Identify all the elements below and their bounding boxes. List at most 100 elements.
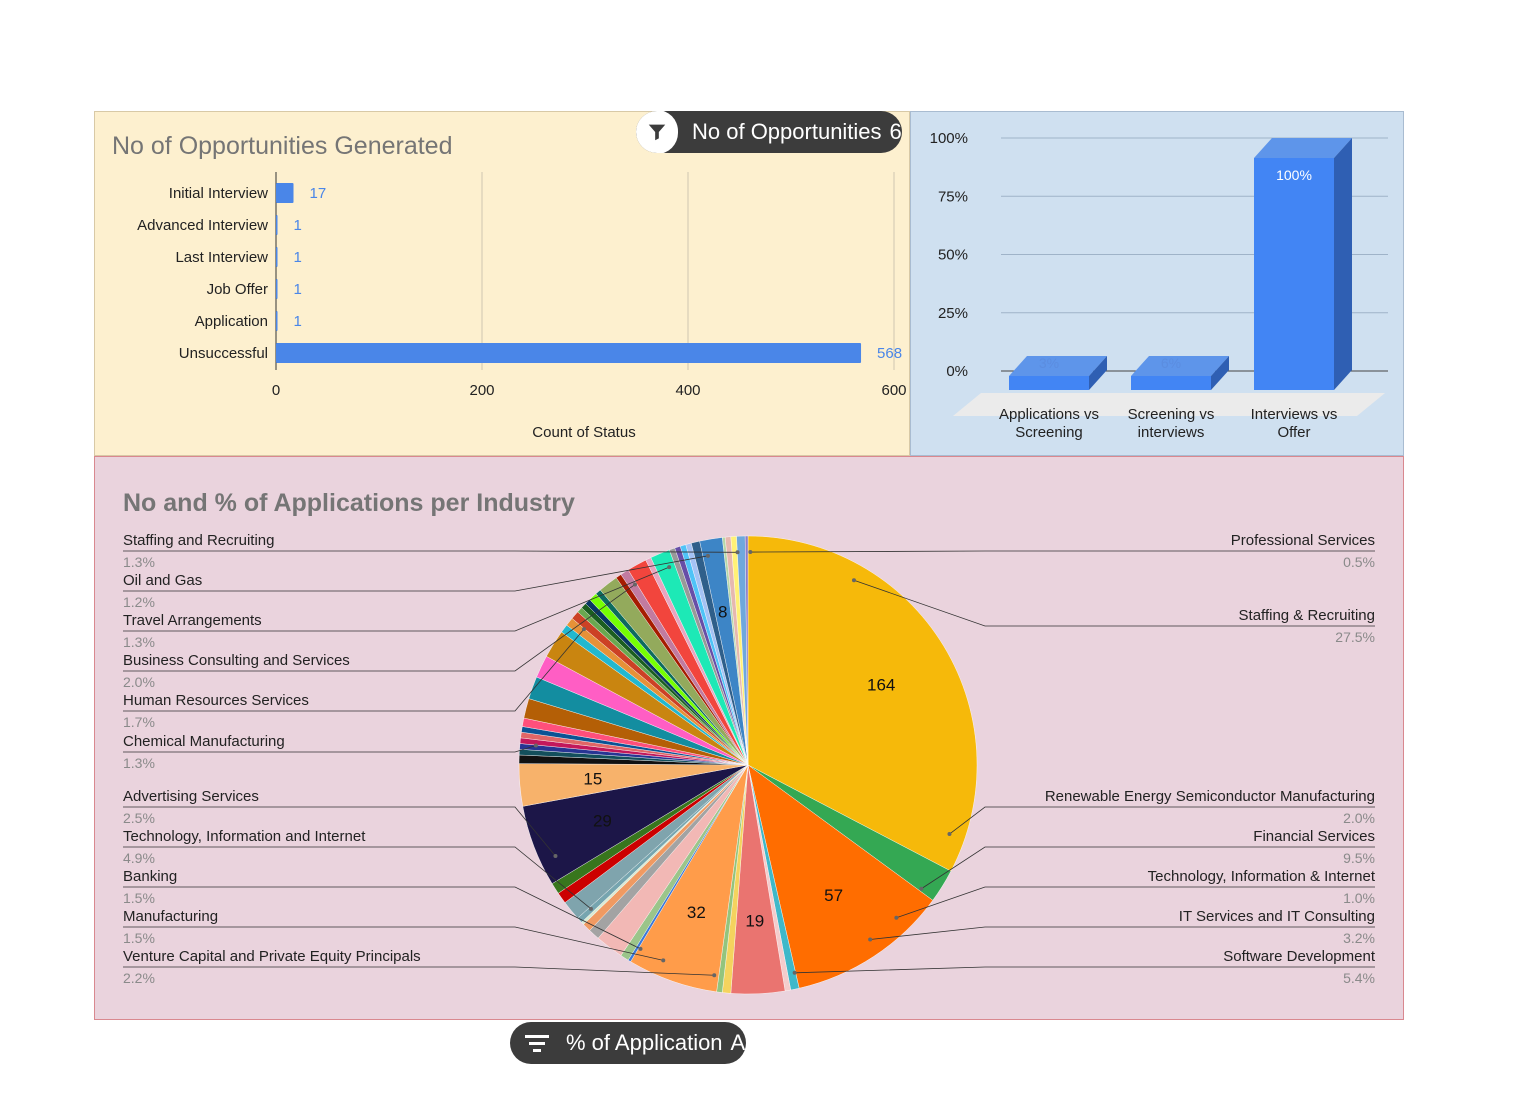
callout-leader-line — [123, 846, 592, 910]
callout-leader-line — [123, 550, 738, 553]
callout-percent: 5.4% — [1343, 970, 1375, 986]
slice-value-label: 32 — [687, 903, 706, 922]
callout-leader-line — [123, 628, 585, 712]
y-tick-label: 100% — [930, 130, 968, 147]
opportunities-chart-panel: No of Opportunities Generated 0 200 400 600… — [94, 111, 910, 456]
callout-percent: 1.5% — [123, 890, 155, 906]
callout-percent: 2.5% — [123, 810, 155, 826]
callout-leader-line — [896, 886, 1375, 919]
y-tick-label: Advanced Interview — [137, 217, 268, 234]
x-tick-label: Interviews vs — [1251, 406, 1338, 423]
callout-dot — [705, 553, 710, 558]
data-label: 6% — [1161, 355, 1181, 371]
slice-value-label: 15 — [583, 770, 602, 789]
bar[interactable] — [276, 311, 278, 331]
column[interactable] — [1009, 376, 1089, 390]
filter-value: All — [730, 1030, 746, 1055]
callout-leader-line — [123, 806, 556, 857]
pie-slice[interactable] — [744, 535, 749, 766]
callout-percent: 27.5% — [1335, 629, 1375, 645]
y-tick-label: Application — [195, 313, 268, 330]
callout-leader-line — [853, 579, 1375, 627]
callout-name: Oil and Gas — [123, 572, 202, 589]
x-tick-label: 0 — [272, 382, 280, 399]
callout-leader-line — [750, 550, 1375, 553]
callout-name: Banking — [123, 868, 177, 885]
y-tick-label: 75% — [938, 188, 968, 205]
opportunities-bar-chart: No of Opportunities Generated 0 200 400 600… — [112, 132, 907, 441]
callout-name: Venture Capital and Private Equity Princ… — [123, 948, 421, 965]
y-tick-label: 0% — [946, 363, 968, 380]
slice-value-label: 19 — [745, 912, 764, 931]
opportunities-filter-chip[interactable]: No of Opportunities 6 of 7 — [636, 111, 902, 153]
bar[interactable] — [276, 215, 278, 235]
data-label: 100% — [1276, 167, 1312, 183]
pie-slice[interactable] — [747, 764, 934, 989]
callout-leader-line — [949, 806, 1375, 835]
bar[interactable] — [276, 279, 278, 299]
slice-value-label: 8 — [718, 602, 727, 621]
callout-name: IT Services and IT Consulting — [1179, 908, 1375, 925]
callout-dot — [588, 906, 593, 911]
callout-percent: 1.5% — [123, 930, 155, 946]
callout-percent: 3.2% — [1343, 930, 1375, 946]
callout-name: Advertising Services — [123, 788, 259, 805]
x-tick-label: Screening vs — [1128, 406, 1215, 423]
callout-leader-line — [123, 966, 715, 976]
callout-name: Professional Services — [1231, 532, 1375, 549]
callout-dot — [748, 550, 753, 555]
x-tick-label: 400 — [675, 382, 700, 399]
data-label: 1 — [294, 217, 302, 234]
callout-name: Staffing & Recruiting — [1239, 607, 1375, 624]
bar[interactable] — [276, 247, 278, 267]
callout-dot — [735, 550, 740, 555]
callout-name: Business Consulting and Services — [123, 652, 350, 669]
callout-name: Travel Arrangements — [123, 612, 262, 629]
callout-percent: 1.3% — [123, 634, 155, 650]
filter-value: 6 of 7 — [889, 119, 902, 144]
column-top — [1254, 138, 1352, 158]
filter-label: % of Application — [566, 1030, 723, 1055]
chart-title: No and % of Applications per Industry — [123, 489, 575, 517]
column-side — [1334, 138, 1352, 390]
callout-percent: 2.0% — [123, 674, 155, 690]
filter-label: No of Opportunities — [692, 119, 882, 144]
x-tick-label: Screening — [1015, 424, 1083, 441]
callout-percent: 1.3% — [123, 554, 155, 570]
callout-dot — [792, 970, 797, 975]
callout-name: Financial Services — [1253, 828, 1375, 845]
callout-dot — [919, 886, 924, 891]
x-tick-label: 600 — [881, 382, 906, 399]
callout-name: Technology, Information & Internet — [1148, 868, 1376, 885]
bar[interactable] — [276, 343, 862, 363]
data-label: 1 — [294, 313, 302, 330]
applications-filter-chip[interactable]: % of Application All — [510, 1022, 746, 1064]
callout-leader-line — [870, 926, 1375, 940]
funnel-icon — [636, 111, 678, 153]
column[interactable] — [1131, 376, 1211, 390]
callout-dot — [581, 627, 586, 632]
callout-percent: 1.3% — [123, 755, 155, 771]
callout-name: Staffing and Recruiting — [123, 532, 275, 549]
callout-percent: 2.0% — [1343, 810, 1375, 826]
callout-leader-line — [123, 584, 636, 672]
pie-slice[interactable] — [747, 535, 978, 872]
data-label: 568 — [877, 345, 902, 362]
callout-dot — [712, 973, 717, 978]
column[interactable] — [1254, 158, 1334, 390]
callout-name: Technology, Information and Internet — [123, 828, 366, 845]
callout-dot — [638, 946, 643, 951]
callout-leader-line — [123, 745, 537, 753]
y-tick-label: 25% — [938, 305, 968, 322]
callout-leader-line — [123, 566, 670, 632]
callout-dot — [661, 958, 666, 963]
y-tick-label: 50% — [938, 247, 968, 264]
data-label: 1 — [294, 281, 302, 298]
bar[interactable] — [276, 183, 294, 203]
slice-value-label: 57 — [824, 886, 843, 905]
x-axis-label: Count of Status — [532, 424, 635, 441]
callout-name: Chemical Manufacturing — [123, 733, 285, 750]
callout-leader-line — [921, 846, 1375, 890]
callout-dot — [868, 937, 873, 942]
callout-dot — [533, 743, 538, 748]
